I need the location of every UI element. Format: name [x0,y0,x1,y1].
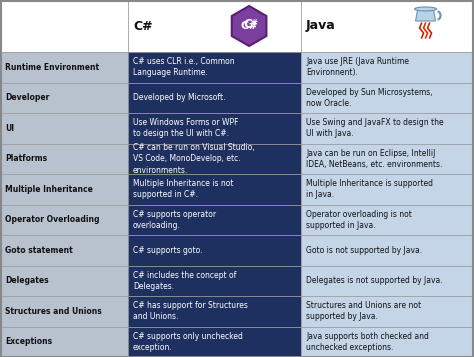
Bar [128,235,301,266]
Text: Multiple Inheritance is not
supported in C#.: Multiple Inheritance is not supported in… [133,179,234,200]
Polygon shape [232,6,266,46]
Bar [128,82,301,113]
Text: C: C [242,17,253,32]
Text: C# supports operator
overloading.: C# supports operator overloading. [133,210,216,230]
Bar [0,0,128,52]
Text: Java can be run on Eclipse, IntelliJ
IDEA, NetBeans, etc. environments.: Java can be run on Eclipse, IntelliJ IDE… [306,149,442,169]
Bar [0,144,128,174]
Bar [301,205,474,235]
Text: Goto is not supported by Java.: Goto is not supported by Java. [306,246,422,255]
Bar [0,296,128,327]
Bar [301,82,474,113]
Text: C# can be run on Visual Studio,
VS Code, MonoDevelop, etc.
environments.: C# can be run on Visual Studio, VS Code,… [133,143,255,175]
Text: Use Windows Forms or WPF
to design the UI with C#.: Use Windows Forms or WPF to design the U… [133,118,238,139]
Text: C# includes the concept of
Delegates.: C# includes the concept of Delegates. [133,271,237,291]
Text: C#: C# [240,21,258,31]
Text: Delegates: Delegates [5,276,49,285]
Text: C# uses CLR i.e., Common
Language Runtime.: C# uses CLR i.e., Common Language Runtim… [133,57,235,77]
Text: Goto statement: Goto statement [5,246,73,255]
Bar [128,113,301,144]
Bar [128,52,301,82]
Text: Delegates is not supported by Java.: Delegates is not supported by Java. [306,276,443,285]
Bar [301,52,474,82]
Bar [128,327,301,357]
Text: Exceptions: Exceptions [5,337,52,346]
Bar [301,235,474,266]
Bar [301,174,474,205]
Text: Operator Overloading: Operator Overloading [5,215,100,224]
Bar [128,144,301,174]
Polygon shape [416,10,436,21]
Bar [301,296,474,327]
Text: Runtime Environment: Runtime Environment [5,63,99,72]
Bar [301,0,474,52]
Text: Multiple Inheritance: Multiple Inheritance [5,185,93,194]
Text: Structures and Unions are not
supported by Java.: Structures and Unions are not supported … [306,301,421,321]
Bar [128,205,301,235]
Text: Operator overloading is not
supported in Java.: Operator overloading is not supported in… [306,210,412,230]
Bar [0,235,128,266]
Text: #: # [251,19,257,27]
Text: UI: UI [5,124,14,133]
Bar [0,174,128,205]
Bar [0,327,128,357]
Text: Java use JRE (Java Runtime
Environnent).: Java use JRE (Java Runtime Environnent). [306,57,409,77]
Bar [0,266,128,296]
Bar [301,144,474,174]
Text: Multiple Inheritance is supported
in Java.: Multiple Inheritance is supported in Jav… [306,179,433,200]
Text: C#: C# [133,20,153,32]
Text: Java supports both checked and
unchecked exceptions.: Java supports both checked and unchecked… [306,332,429,352]
Ellipse shape [415,7,437,11]
Bar [128,296,301,327]
Bar [0,52,128,82]
Text: C# has support for Structures
and Unions.: C# has support for Structures and Unions… [133,301,248,321]
Bar [128,174,301,205]
Text: Developer: Developer [5,93,49,102]
Text: Java: Java [306,20,336,32]
Bar [0,113,128,144]
Text: C# supports goto.: C# supports goto. [133,246,202,255]
Text: Developed by Sun Microsystems,
now Oracle.: Developed by Sun Microsystems, now Oracl… [306,87,433,108]
Bar [128,0,301,52]
Bar [301,327,474,357]
Text: Developed by Microsoft.: Developed by Microsoft. [133,93,226,102]
Bar [0,205,128,235]
Bar [301,113,474,144]
Text: Use Swing and JavaFX to design the
UI with Java.: Use Swing and JavaFX to design the UI wi… [306,118,444,139]
Bar [301,266,474,296]
Text: Platforms: Platforms [5,154,47,163]
Text: Structures and Unions: Structures and Unions [5,307,102,316]
Bar [0,82,128,113]
Bar [128,266,301,296]
Text: C# supports only unchecked
exception.: C# supports only unchecked exception. [133,332,243,352]
Text: C: C [244,19,253,31]
